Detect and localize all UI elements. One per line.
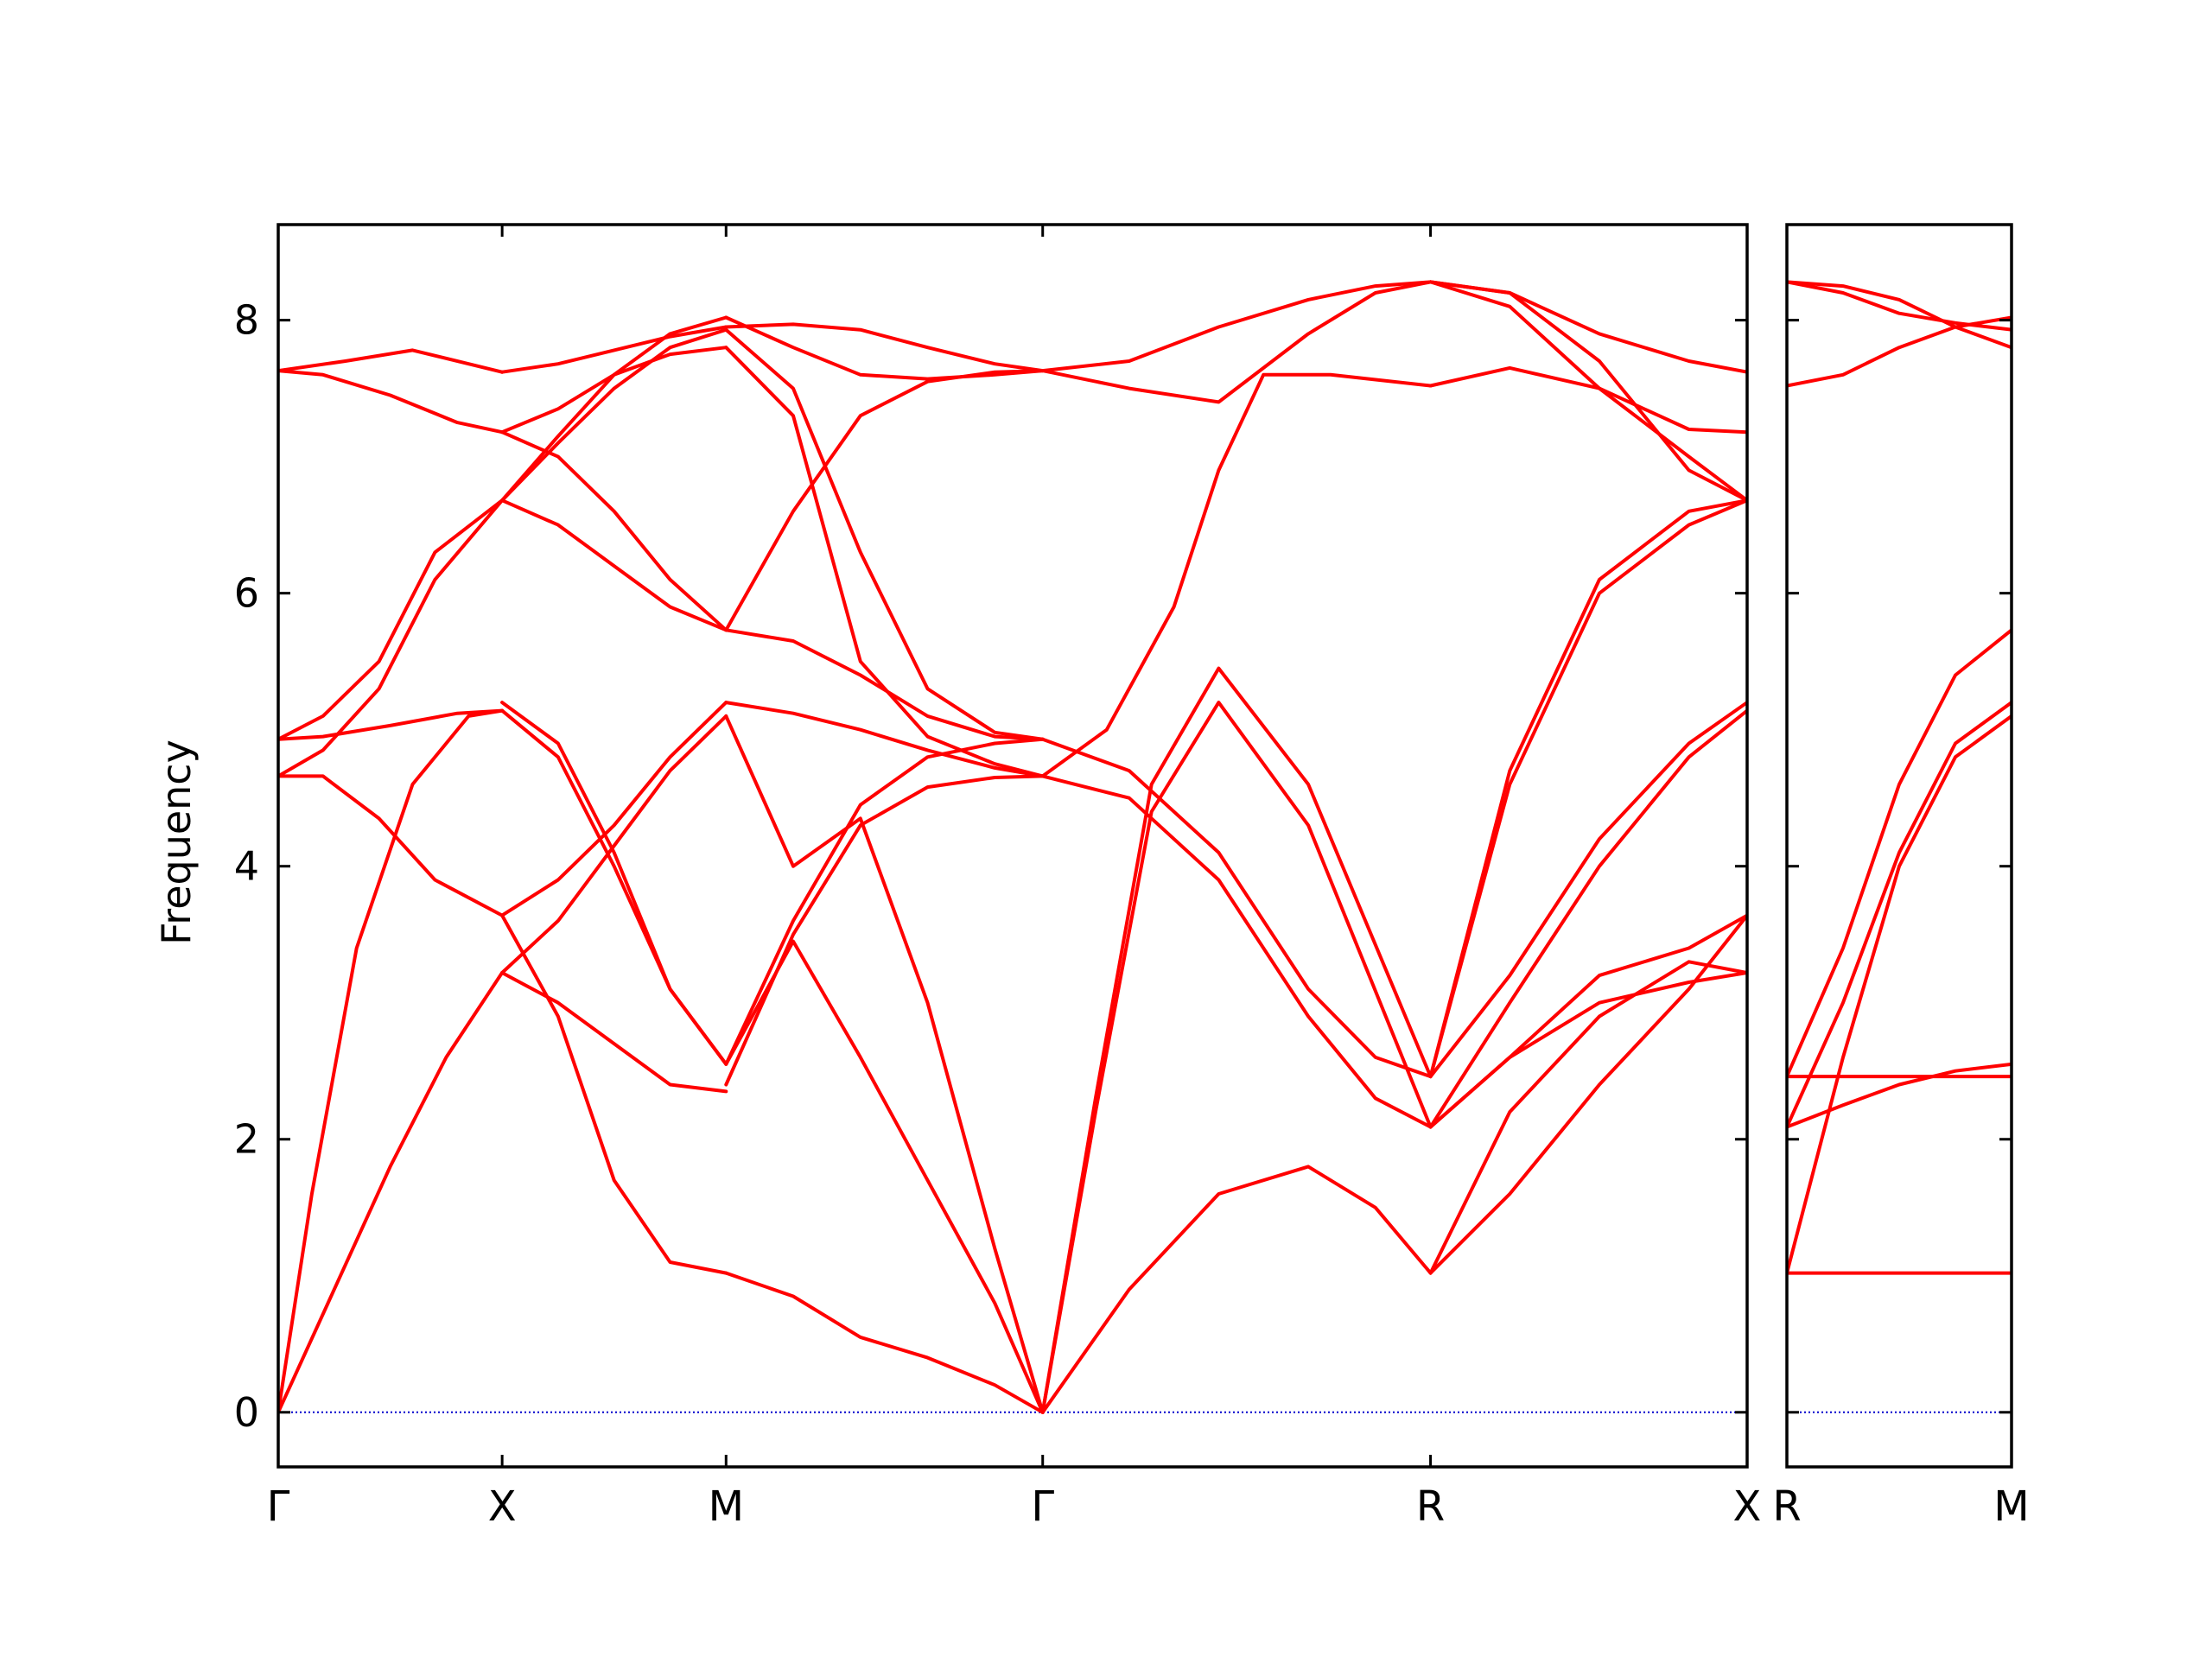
y-tick-label: 8 <box>234 297 259 344</box>
plot-area <box>1787 280 2012 1413</box>
y-tick-label: 2 <box>234 1116 259 1163</box>
band-line-R-M <box>1787 701 2012 1129</box>
band-line-Γ-X <box>278 498 505 741</box>
band-line-M-Γ <box>724 714 1045 1414</box>
band-line-Γ-R <box>1040 280 1433 373</box>
band-line-Γ-X <box>278 774 505 917</box>
band-line-R-M <box>1787 1062 2012 1129</box>
band-line-M-Γ <box>724 737 1045 1066</box>
band-line-R-X <box>1428 701 1747 1079</box>
band-line-R-X <box>1428 708 1747 1129</box>
band-line-M-Γ <box>724 1271 1045 1414</box>
band-line-Γ-R <box>1040 774 1433 1129</box>
band-line-X-M <box>500 701 728 917</box>
band-line-M-Γ <box>724 322 1045 373</box>
band-line-R-X <box>1428 971 1747 1129</box>
axes-frame <box>1785 223 2013 1469</box>
band-line-M-Γ <box>724 346 1045 778</box>
x-tick-label: Γ <box>267 1482 290 1531</box>
y-tick-label: 0 <box>234 1389 259 1436</box>
panel-1: 0 2 4 6 8 Γ X M Γ R X <box>234 223 1762 1531</box>
axes-frame <box>276 223 1749 1469</box>
band-line-R-M <box>1787 280 2012 350</box>
band-line-R-M <box>1787 714 2012 1275</box>
y-axis-label: Frequency <box>153 739 200 945</box>
y-tick-label: 6 <box>234 570 259 617</box>
band-line-X-M <box>500 325 728 374</box>
x-tick-label: M <box>709 1482 744 1531</box>
band-line-X-M <box>500 701 728 1066</box>
y-tick-label: 4 <box>234 843 259 890</box>
band-line-R-X <box>1428 960 1747 1275</box>
x-tick-label: X <box>488 1482 517 1531</box>
band-line-X-M <box>500 430 728 632</box>
band-line-Γ-X <box>278 348 505 374</box>
band-line-R-M <box>1787 628 2012 1079</box>
band-line-Γ-X <box>278 369 505 435</box>
band-line-Γ-R <box>1040 1165 1433 1414</box>
band-line-X-M <box>500 913 728 1275</box>
band-line-R-M <box>1787 280 2012 332</box>
band-line-R-X <box>1428 280 1747 374</box>
band-line-M-Γ <box>724 315 1045 381</box>
band-line-Γ-X <box>278 498 505 778</box>
band-line-X-M <box>500 327 728 503</box>
band-line-M-Γ <box>724 628 1045 741</box>
band-line-X-M <box>500 714 728 974</box>
x-tick-label: X <box>1733 1482 1762 1531</box>
x-tick-label: Γ <box>1031 1482 1054 1531</box>
band-line-M-Γ <box>724 701 1045 778</box>
band-line-Γ-X <box>278 971 505 1414</box>
band-line-X-M <box>500 315 728 503</box>
band-line-M-Γ <box>724 369 1045 632</box>
band-line-R-X <box>1428 280 1747 503</box>
band-line-Γ-R <box>1040 280 1433 404</box>
x-tick-label: R <box>1416 1482 1445 1531</box>
plot-area <box>278 280 1747 1414</box>
x-tick-label: R <box>1772 1482 1801 1531</box>
band-line-M-Γ <box>724 774 1045 1087</box>
band-line-Γ-R <box>1040 372 1433 778</box>
band-line-Γ-R <box>1040 666 1433 1414</box>
band-line-Γ-X <box>278 708 505 741</box>
band-line-Γ-R <box>1040 737 1433 1079</box>
band-line-X-M <box>500 498 728 632</box>
band-line-Γ-X <box>278 708 505 1414</box>
band-line-R-X <box>1428 498 1747 1079</box>
x-tick-label: M <box>1993 1482 2029 1531</box>
band-line-Γ-R <box>1040 701 1433 1414</box>
band-line-X-M <box>500 971 728 1094</box>
band-line-M-Γ <box>724 327 1045 741</box>
band-line-R-X <box>1428 498 1747 1079</box>
